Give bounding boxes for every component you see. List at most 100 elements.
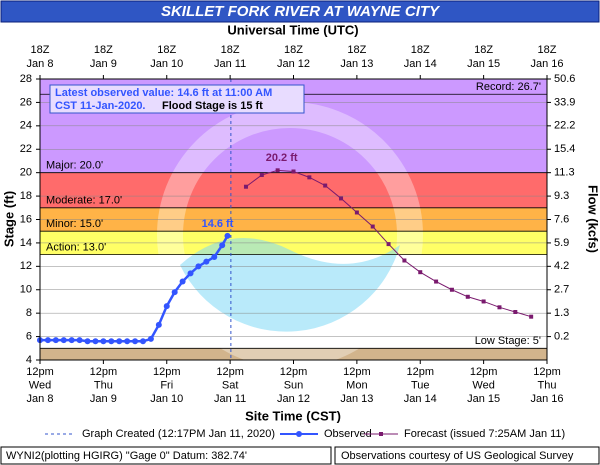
stage-label: Major: 20.0': [46, 160, 103, 172]
x2-tick-label: Jan 13: [340, 58, 373, 70]
data-label: 20.2 ft: [266, 152, 298, 164]
observed-point: [211, 253, 218, 260]
observed-point: [179, 278, 186, 285]
footer-left: WYNI2(plotting HGIRG) "Gage 0" Datum: 38…: [6, 450, 247, 462]
forecast-point: [497, 305, 502, 310]
observed-point: [219, 242, 226, 249]
observed-point: [92, 338, 99, 345]
y2-tick-label: 15.4: [554, 143, 575, 155]
forecast-point: [418, 270, 423, 275]
forecast-point: [243, 184, 248, 189]
footer-right: Observations courtesy of US Geological S…: [341, 450, 574, 462]
x-tick-label: Jan 16: [530, 393, 563, 405]
y2-tick-label: 7.6: [554, 213, 569, 225]
x-tick-label: Wed: [472, 379, 494, 391]
legend-observed: Observed: [324, 428, 372, 440]
x-tick-label: Jan 13: [340, 393, 373, 405]
y-tick-label: 12: [20, 260, 32, 272]
forecast-point: [402, 258, 407, 263]
forecast-point: [339, 196, 344, 201]
x2-tick-label: Jan 8: [27, 58, 54, 70]
forecast-point: [370, 224, 375, 229]
x2-tick-label: Jan 16: [530, 58, 563, 70]
y2-tick-label: 1.3: [554, 307, 569, 319]
x-tick-label: 12pm: [406, 366, 434, 378]
x-axis-title: Site Time (CST): [245, 408, 341, 423]
x2-tick-label: 18Z: [157, 44, 176, 56]
forecast-point: [386, 242, 391, 247]
observed-point: [124, 338, 131, 345]
footer-right-box: [334, 446, 600, 465]
observed-point: [163, 303, 170, 310]
forecast-point: [449, 287, 454, 292]
observed-point: [203, 258, 210, 265]
observed-point: [116, 338, 123, 345]
y-tick-label: 16: [20, 213, 32, 225]
x-tick-label: Jan 9: [90, 393, 117, 405]
forecast-point: [434, 279, 439, 284]
stage-band: [40, 172, 547, 208]
x2-tick-label: 18Z: [347, 44, 366, 56]
forecast-point: [465, 294, 470, 299]
y-tick-label: 26: [20, 96, 32, 108]
annotation-line: Latest observed value: 14.6 ft at 11:00 …: [55, 87, 272, 99]
x-tick-label: Sat: [222, 379, 239, 391]
y-tick-label: 10: [20, 284, 32, 296]
x-tick-label: Jan 12: [277, 393, 310, 405]
x-tick-label: Jan 11: [214, 393, 246, 405]
y2-tick-label: 22.2: [554, 120, 575, 132]
observed-point: [147, 335, 154, 342]
x2-tick-label: 18Z: [221, 44, 240, 56]
x-tick-label: 12pm: [470, 366, 498, 378]
x2-tick-label: 18Z: [94, 44, 113, 56]
stage-label: Action: 13.0': [46, 242, 106, 254]
observed-point: [195, 263, 202, 270]
x-tick-label: Jan 14: [404, 393, 437, 405]
forecast-point: [275, 168, 280, 173]
data-label: 14.6 ft: [202, 218, 234, 230]
y-tick-label: 24: [20, 120, 32, 132]
observed-point: [44, 337, 51, 344]
observed-point: [139, 338, 146, 345]
x-tick-label: Thu: [94, 379, 113, 391]
stage-label: Moderate: 17.0': [46, 195, 122, 207]
x2-tick-label: Jan 10: [150, 58, 183, 70]
observed-point: [60, 337, 67, 344]
y2-tick-label: 33.9: [554, 96, 575, 108]
stage-label: Record: 26.7': [476, 81, 541, 93]
legend-forecast: Forecast (issued 7:25AM Jan 11): [404, 428, 565, 440]
y2-tick-label: 50.6: [554, 73, 575, 85]
x-tick-label: Sun: [284, 379, 304, 391]
x2-tick-label: Jan 14: [404, 58, 437, 70]
stage-band: [40, 348, 547, 360]
observed-point: [100, 338, 107, 345]
x-tick-label: 12pm: [533, 366, 561, 378]
y-axis-title: Stage (ft): [1, 191, 16, 247]
legend-forecast-marker: [379, 432, 383, 436]
forecast-point: [307, 175, 312, 180]
top-axis-title: Universal Time (UTC): [227, 22, 358, 37]
y-tick-label: 8: [26, 307, 32, 319]
chart-title: SKILLET FORK RIVER AT WAYNE CITY: [161, 3, 441, 20]
observed-point: [76, 337, 83, 344]
x2-tick-label: Jan 12: [277, 58, 310, 70]
y2-tick-label: 11.3: [554, 167, 575, 179]
stage-label: Low Stage: 5': [475, 335, 541, 347]
y2-axis-title: Flow (kcfs): [586, 185, 600, 253]
x-tick-label: Tue: [411, 379, 430, 391]
x2-tick-label: 18Z: [474, 44, 493, 56]
x2-tick-label: 18Z: [538, 44, 557, 56]
forecast-point: [481, 299, 486, 304]
y-tick-label: 14: [20, 237, 32, 249]
observed-point: [187, 270, 194, 277]
x2-tick-label: Jan 15: [467, 58, 500, 70]
x-tick-label: 12pm: [153, 366, 181, 378]
forecast-point: [513, 309, 518, 314]
forecast-point: [291, 169, 296, 174]
forecast-point: [323, 183, 328, 188]
annotation-box: [49, 84, 305, 114]
observed-point: [155, 321, 162, 328]
footer-left-box: [0, 446, 332, 465]
plot-area: 4 6 8 10 12 14 16 18 20 22 24 26 28 0.2 1.3 2.7 4.2 5.9 7.…: [20, 44, 576, 405]
y2-tick-label: 4.2: [554, 260, 569, 272]
